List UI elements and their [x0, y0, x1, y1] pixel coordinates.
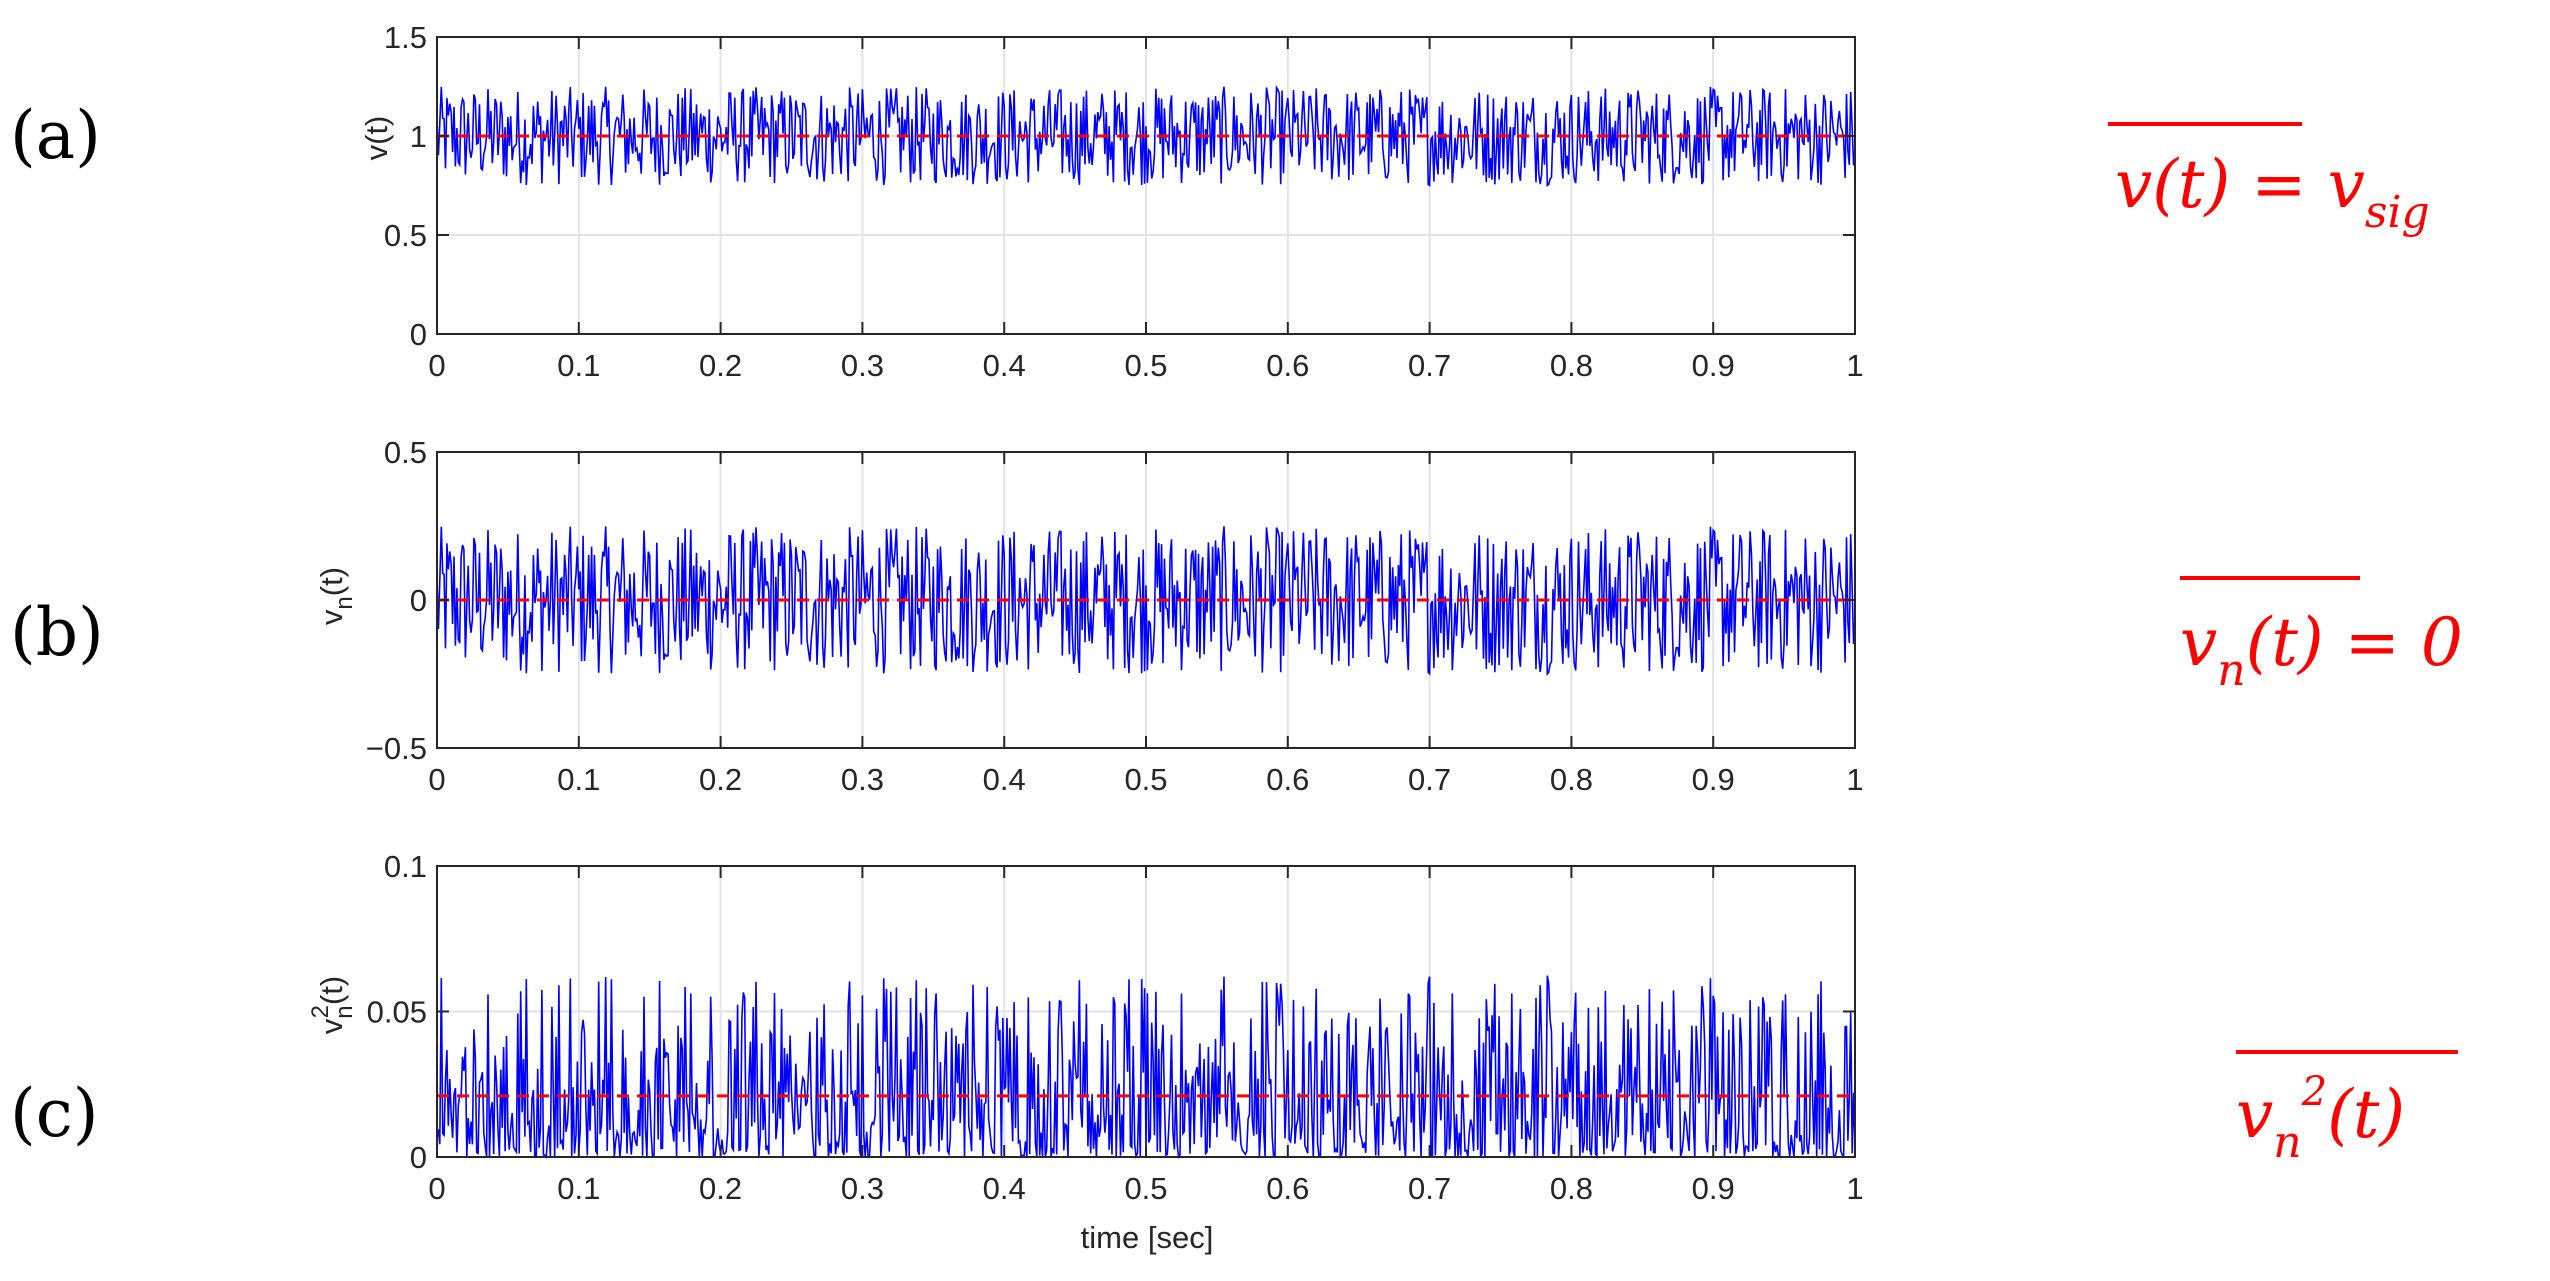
x-tick-label: 0.1 — [557, 1171, 600, 1206]
x-tick-label: 0.6 — [1266, 1171, 1309, 1206]
y-tick-label: 0.1 — [384, 849, 427, 884]
x-tick-label: 0.6 — [1266, 762, 1309, 797]
xlabel-time: time [sec] — [1081, 1220, 1214, 1255]
signal-line — [436, 84, 1856, 188]
x-tick-label: 0.5 — [1124, 348, 1167, 383]
x-tick-label: 0.5 — [1124, 1171, 1167, 1206]
x-tick-label: 0.5 — [1124, 762, 1167, 797]
x-tick-label: 0.3 — [841, 762, 884, 797]
x-tick-label: 0.7 — [1408, 762, 1451, 797]
ylabel-c: vn2(t) — [307, 976, 358, 1034]
chart-panel-a: 0 0.1 0.2 0.3 0.4 0.5 0.6 0.7 0.8 0.9 1 0 0.5 1 1.5 — [384, 20, 1864, 383]
x-tick-label: 0.4 — [983, 1171, 1026, 1206]
x-tick-label: 0 — [428, 762, 445, 797]
signal-line — [436, 526, 1856, 677]
x-tick-label: 1 — [1846, 762, 1863, 797]
svg-text:vn(t) = 0: vn(t) = 0 — [2180, 604, 2463, 696]
formula-b: vn(t) = 0 — [2180, 576, 2463, 696]
y-tick-label: 0.5 — [384, 218, 427, 253]
panel-label-a: (a) — [10, 97, 101, 174]
formula-b-tail: (t) = 0 — [2246, 604, 2463, 681]
y-tick-label: 0 — [410, 1140, 427, 1175]
x-tick-label: 0.7 — [1408, 348, 1451, 383]
x-tick-label: 0.9 — [1692, 1171, 1735, 1206]
x-tick-label: 0.2 — [699, 348, 742, 383]
formula-c: vn2(t) — [2236, 1050, 2458, 1168]
y-tick-label: 0 — [410, 317, 427, 352]
x-tick-label: 1 — [1846, 348, 1863, 383]
x-tick-label: 0.9 — [1692, 348, 1735, 383]
formula-a: v(t) = vsig — [2108, 122, 2430, 238]
formula-a-sub: sig — [2365, 187, 2430, 238]
formula-c-tail: (t) — [2327, 1076, 2405, 1153]
formula-b-main: v — [2180, 604, 2217, 681]
formula-b-sub: n — [2217, 645, 2245, 696]
x-tick-label: 0.3 — [841, 348, 884, 383]
y-tick-label: 0 — [410, 583, 427, 618]
x-tick-label: 0.4 — [983, 348, 1026, 383]
x-tick-label: 0.8 — [1550, 348, 1593, 383]
formula-a-main: v(t) = v — [2115, 146, 2365, 223]
x-tick-label: 0 — [428, 1171, 445, 1206]
x-tick-label: 1 — [1846, 1171, 1863, 1206]
x-tick-label: 0.2 — [699, 1171, 742, 1206]
svg-text:v(t) = vsig: v(t) = vsig — [2115, 146, 2430, 238]
x-tick-label: 0 — [428, 348, 445, 383]
y-tick-label: 0.5 — [384, 435, 427, 470]
ylabel-b: vn(t) — [314, 567, 358, 625]
y-tick-label: 1.5 — [384, 20, 427, 55]
formula-c-sup: 2 — [2301, 1069, 2327, 1115]
x-tick-label: 0.2 — [699, 762, 742, 797]
ylabel-a: v(t) — [359, 116, 394, 161]
y-tick-label: 0.05 — [367, 995, 427, 1030]
svg-text:vn2(t): vn2(t) — [2236, 1069, 2405, 1168]
chart-panel-c: 0 0.1 0.2 0.3 0.4 0.5 0.6 0.7 0.8 0.9 1 0 0.05 0.1 — [367, 849, 1864, 1206]
formula-c-sub: n — [2273, 1117, 2301, 1168]
x-tick-label: 0.7 — [1408, 1171, 1451, 1206]
x-tick-label: 0.4 — [983, 762, 1026, 797]
panel-label-b: (b) — [10, 594, 104, 671]
panel-label-c: (c) — [10, 1075, 98, 1152]
x-tick-label: 0.1 — [557, 348, 600, 383]
y-tick-label: 1 — [410, 119, 427, 154]
x-tick-label: 0.8 — [1550, 762, 1593, 797]
y-tick-label: −0.5 — [366, 731, 427, 766]
x-tick-label: 0.1 — [557, 762, 600, 797]
x-tick-label: 0.6 — [1266, 348, 1309, 383]
x-tick-label: 0.8 — [1550, 1171, 1593, 1206]
x-tick-label: 0.3 — [841, 1171, 884, 1206]
x-tick-label: 0.9 — [1692, 762, 1735, 797]
formula-c-main: v — [2236, 1076, 2273, 1153]
chart-panel-b: 0 0.1 0.2 0.3 0.4 0.5 0.6 0.7 0.8 0.9 1−0.500.5 — [366, 435, 1864, 797]
